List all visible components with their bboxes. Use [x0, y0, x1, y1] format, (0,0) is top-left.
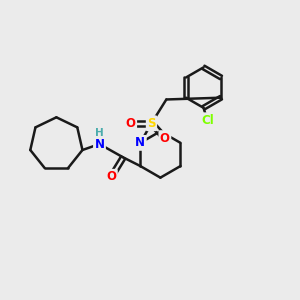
Text: O: O: [160, 132, 170, 145]
Text: N: N: [94, 138, 104, 151]
Text: S: S: [147, 117, 156, 130]
Text: N: N: [135, 136, 145, 149]
Text: O: O: [126, 117, 136, 130]
Text: H: H: [95, 128, 104, 138]
Text: Cl: Cl: [202, 114, 214, 127]
Text: O: O: [106, 170, 116, 183]
